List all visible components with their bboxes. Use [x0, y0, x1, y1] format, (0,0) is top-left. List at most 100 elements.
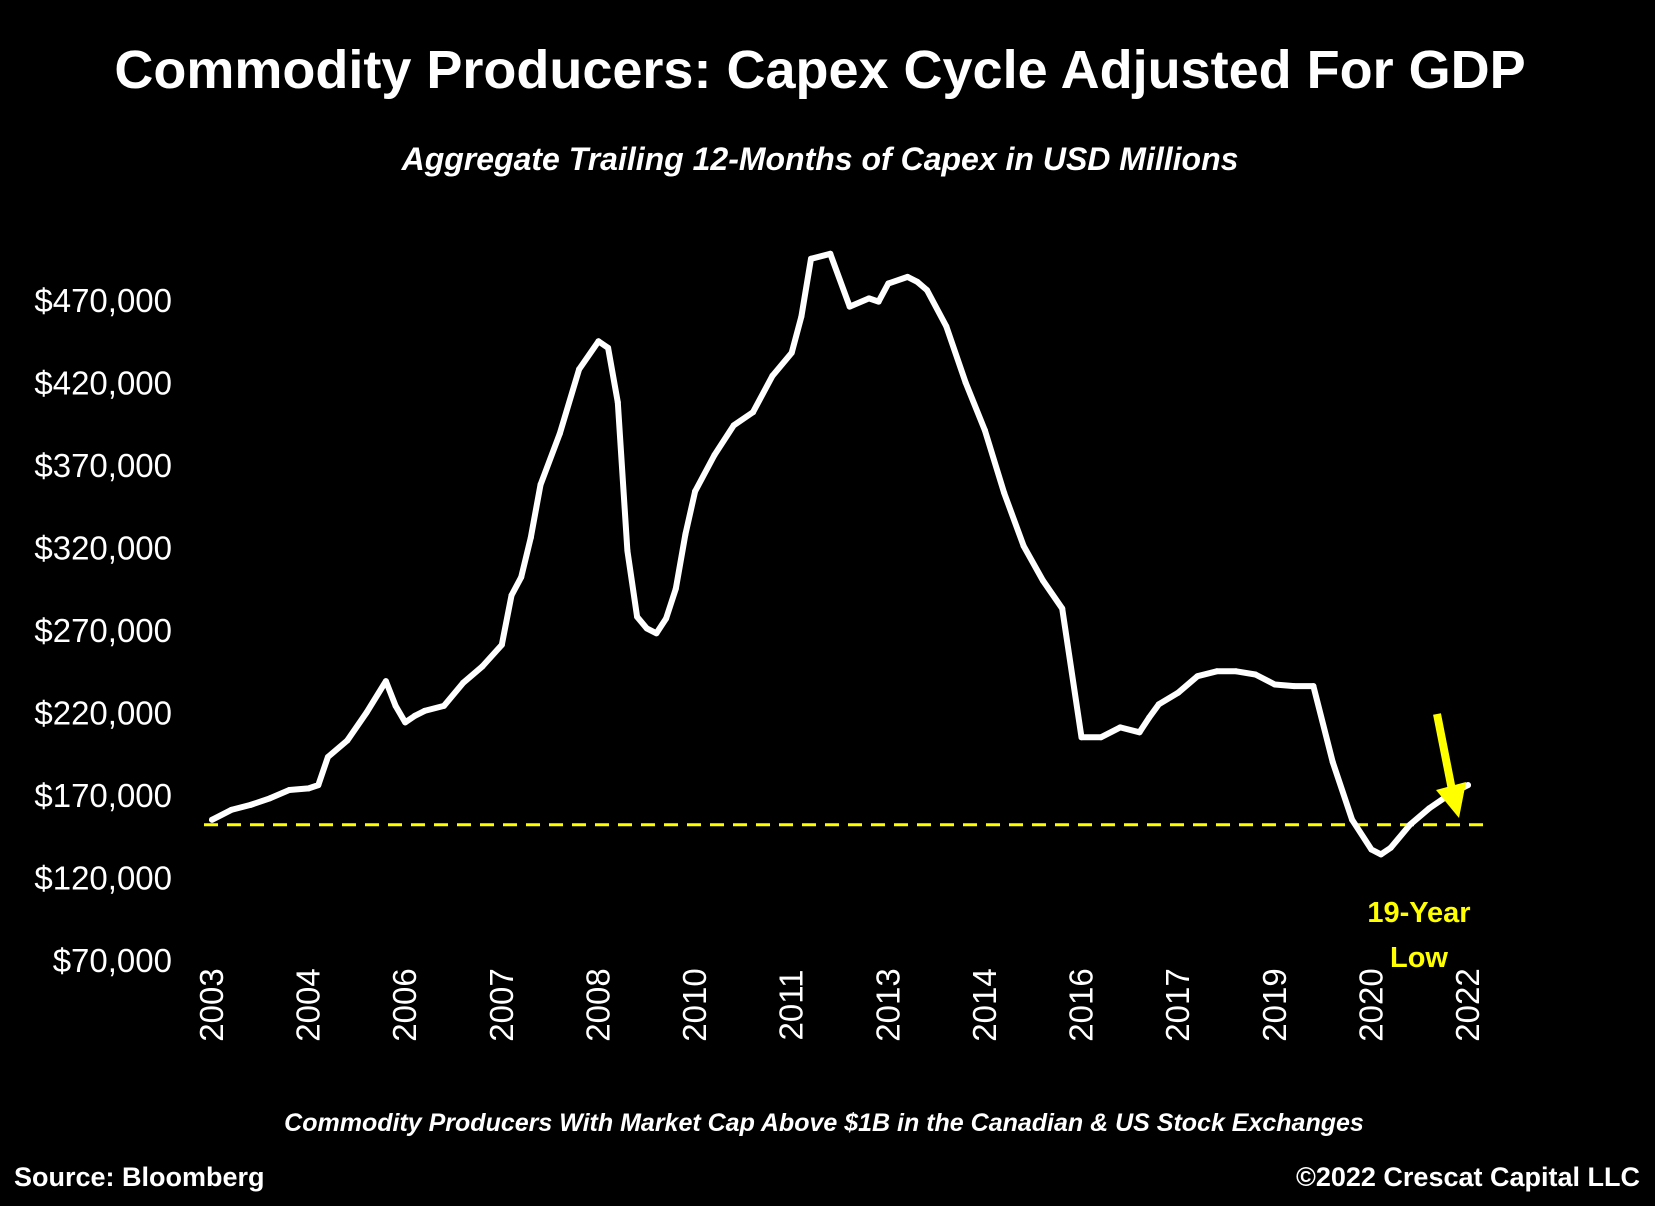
- data-point: [614, 399, 621, 406]
- data-point: [1349, 816, 1356, 823]
- y-tick-label: $370,000: [34, 447, 172, 484]
- data-point: [643, 625, 650, 632]
- data-point: [392, 702, 399, 709]
- data-point: [730, 422, 737, 429]
- y-tick-label: $320,000: [34, 530, 172, 567]
- x-tick-label: 2004: [290, 968, 327, 1041]
- data-point: [1378, 851, 1385, 858]
- y-tick-label: $170,000: [34, 777, 172, 814]
- x-tick-label: 2016: [1063, 968, 1100, 1041]
- data-point: [769, 372, 776, 379]
- x-tick-label: 2006: [386, 968, 423, 1041]
- data-point: [808, 255, 815, 262]
- data-point: [885, 280, 892, 287]
- arrow-icon: [1433, 713, 1466, 818]
- data-point: [498, 641, 505, 648]
- data-point: [798, 313, 805, 320]
- x-tick-label: 2010: [676, 968, 713, 1041]
- data-point: [595, 338, 602, 345]
- data-point: [576, 366, 583, 373]
- data-point: [682, 531, 689, 538]
- data-point: [1146, 714, 1153, 721]
- data-point: [1426, 805, 1433, 812]
- data-point: [479, 663, 486, 670]
- data-point: [1271, 681, 1278, 688]
- data-point: [904, 273, 911, 280]
- data-point: [527, 534, 534, 541]
- data-point: [624, 547, 631, 554]
- x-tick-label: 2007: [483, 968, 520, 1041]
- y-axis-tick-labels: $70,000 $120,000 $170,000 $220,000 $270,000 $…: [34, 282, 172, 979]
- data-point: [1368, 846, 1375, 853]
- data-point: [1233, 668, 1240, 675]
- data-point: [1175, 689, 1182, 696]
- data-point: [363, 709, 370, 716]
- data-point: [460, 679, 467, 686]
- x-tick-label: 2020: [1352, 968, 1389, 1041]
- data-point: [663, 615, 670, 622]
- data-point: [324, 754, 331, 761]
- data-point: [1291, 683, 1298, 690]
- y-tick-label: $120,000: [34, 860, 172, 897]
- data-point: [672, 585, 679, 592]
- x-tick-label: 2011: [773, 970, 810, 1041]
- data-point: [827, 250, 834, 257]
- x-tick-label: 2008: [579, 968, 616, 1041]
- y-tick-label: $70,000: [53, 942, 172, 979]
- annotation-arrow-head: [1436, 782, 1466, 818]
- data-point: [943, 323, 950, 330]
- data-point: [634, 613, 641, 620]
- data-point: [1136, 729, 1143, 736]
- data-point: [875, 298, 882, 305]
- data-point: [209, 816, 215, 823]
- data-point: [402, 719, 409, 726]
- x-tick-label: 2003: [193, 968, 230, 1041]
- data-point: [1001, 490, 1008, 497]
- data-point: [846, 303, 853, 310]
- capex-series-points: [209, 250, 1471, 858]
- x-axis-tick-labels: 2003 2004 2006 2007 2008 2010 2011 2013 2014 2016…: [193, 968, 1486, 1041]
- data-point: [382, 678, 389, 685]
- data-point: [1407, 821, 1414, 828]
- data-point: [1310, 683, 1317, 690]
- data-point: [518, 574, 525, 581]
- data-point: [556, 430, 563, 437]
- data-point: [1155, 701, 1162, 708]
- annotation-line-2: Low: [1390, 942, 1448, 974]
- x-axis-label: Commodity Producers With Market Cap Abov…: [284, 1109, 1364, 1137]
- data-point: [1252, 671, 1259, 678]
- data-point: [344, 737, 351, 744]
- y-tick-label: $420,000: [34, 365, 172, 402]
- data-point: [266, 795, 273, 802]
- data-point: [508, 592, 515, 599]
- data-point: [537, 481, 544, 488]
- source-label: Source: Bloomberg: [14, 1162, 265, 1192]
- data-point: [981, 427, 988, 434]
- data-point: [1059, 605, 1066, 612]
- annotation-arrow-shaft: [1433, 713, 1456, 791]
- data-point: [1387, 844, 1394, 851]
- x-tick-label: 2013: [869, 968, 906, 1041]
- data-point: [788, 349, 795, 356]
- data-point: [962, 379, 969, 386]
- data-point: [1039, 577, 1046, 584]
- data-point: [421, 707, 428, 714]
- data-point: [1329, 759, 1336, 765]
- data-point: [923, 287, 930, 294]
- data-point: [286, 787, 293, 794]
- data-point: [1020, 542, 1027, 549]
- data-point: [1117, 724, 1124, 731]
- data-point: [228, 806, 235, 813]
- data-point: [605, 344, 612, 351]
- data-point: [711, 452, 718, 459]
- chart-title: Commodity Producers: Capex Cycle Adjuste…: [114, 40, 1525, 100]
- annotation-line-1: 19-Year: [1367, 897, 1470, 929]
- data-point: [692, 488, 699, 495]
- y-tick-label: $470,000: [34, 282, 172, 319]
- x-tick-label: 2017: [1159, 968, 1196, 1041]
- data-point: [1078, 734, 1085, 741]
- data-point: [1465, 782, 1471, 789]
- x-tick-label: 2014: [966, 968, 1003, 1041]
